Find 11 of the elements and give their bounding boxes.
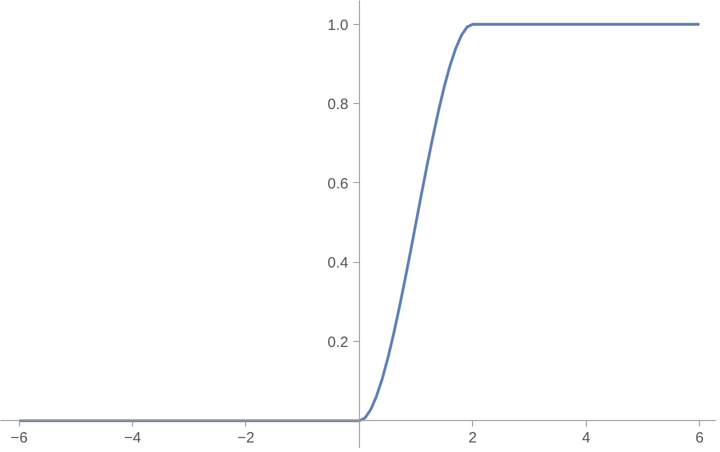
- x-tick-label: −2: [237, 430, 255, 447]
- y-tick-label: 0.2: [328, 334, 348, 351]
- x-tick-label: −6: [10, 430, 28, 447]
- x-tick-label: −4: [124, 430, 142, 447]
- y-tick-label: 0.8: [328, 96, 348, 114]
- x-tick-label: 4: [582, 430, 590, 447]
- x-tick-label: 6: [695, 430, 704, 447]
- x-tick-label: 2: [468, 430, 477, 447]
- y-tick-label: 0.4: [328, 254, 348, 272]
- y-tick-label: 0.6: [328, 175, 348, 192]
- y-tick-label: 1.0: [328, 16, 348, 34]
